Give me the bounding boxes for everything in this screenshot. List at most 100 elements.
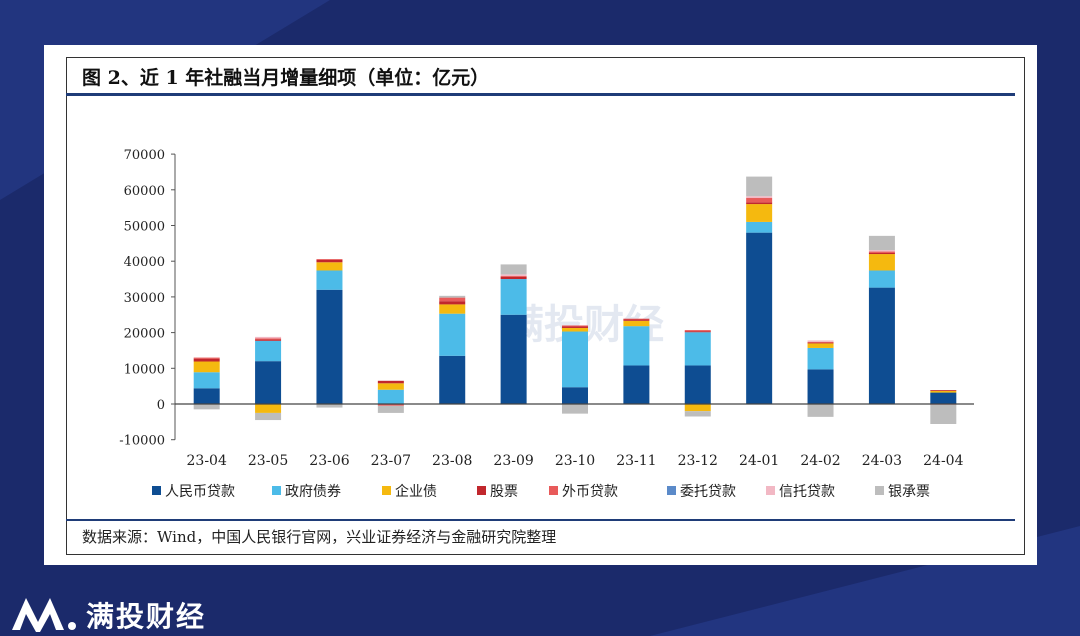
bar-segment	[193, 357, 220, 359]
x-tick-label: 23-05	[248, 453, 288, 469]
bar-segment	[439, 304, 466, 314]
legend-swatch	[272, 486, 281, 495]
legend-swatch	[875, 486, 884, 495]
bar-segment	[193, 361, 220, 373]
y-tick-label: 40000	[124, 255, 165, 270]
y-tick-label: 20000	[124, 327, 165, 342]
x-tick-label: 24-01	[739, 453, 779, 469]
bar-segment	[684, 330, 711, 332]
bar-segment	[193, 404, 220, 410]
bar-segment	[439, 355, 466, 404]
stacked-bar-chart: 满投财经-10000010000200003000040000500006000…	[119, 148, 974, 500]
bar-segment	[623, 318, 650, 320]
bar-segment	[684, 365, 711, 404]
bar-segment	[562, 331, 588, 388]
bar-segment	[500, 264, 527, 275]
bar-segment	[746, 221, 773, 233]
legend-label: 信托贷款	[779, 484, 835, 500]
bar-segment	[316, 289, 343, 404]
bar-segment	[868, 254, 895, 271]
bar-segment	[746, 204, 773, 222]
title-rule	[66, 93, 1015, 96]
bar-segment	[562, 325, 588, 327]
legend-swatch	[152, 486, 161, 495]
bar-segment	[193, 372, 220, 389]
bar-segment	[623, 320, 650, 327]
y-tick-label: -10000	[119, 434, 165, 449]
x-tick-label: 24-02	[800, 453, 840, 469]
legend-label: 外币贷款	[562, 484, 618, 500]
bar-segment	[439, 297, 466, 302]
y-tick-label: 70000	[124, 148, 165, 163]
legend-swatch	[549, 486, 558, 495]
source-note: 数据来源：Wind，中国人民银行官网，兴业证券经济与金融研究院整理	[82, 528, 557, 546]
bar-segment	[868, 250, 895, 252]
legend-label: 政府债券	[285, 484, 341, 500]
bar-segment	[746, 232, 773, 404]
bar-segment	[439, 313, 466, 356]
y-tick-label: 0	[157, 398, 165, 413]
bar-segment	[316, 259, 343, 263]
bar-segment	[868, 252, 895, 255]
bar-segment	[255, 339, 282, 341]
bar-segment	[807, 347, 834, 370]
bar-segment	[930, 404, 957, 424]
y-tick-label: 10000	[124, 362, 165, 377]
legend-label: 委托贷款	[680, 484, 736, 500]
figure-title: 图 2、近 1 年社融当月增量细项（单位：亿元）	[82, 67, 490, 89]
bar-segment	[255, 404, 282, 413]
bar-segment	[746, 176, 773, 197]
bar-segment	[500, 274, 527, 276]
bar-segment	[807, 341, 834, 343]
bar-segment	[377, 380, 404, 384]
bar-segment	[930, 390, 957, 393]
bar-segment	[868, 235, 895, 251]
bar-segment	[439, 301, 466, 305]
x-tick-label: 23-12	[678, 453, 718, 469]
bar-segment	[623, 319, 650, 321]
legend-swatch	[667, 486, 676, 495]
bar-segment	[255, 340, 282, 362]
bar-segment	[746, 202, 773, 205]
x-tick-label: 23-08	[432, 453, 472, 469]
bar-segment	[255, 361, 282, 404]
legend-swatch	[382, 486, 391, 495]
y-tick-label: 50000	[124, 220, 165, 235]
bar-segment	[930, 390, 957, 391]
legend-label: 企业债	[395, 483, 437, 500]
bar-segment	[807, 342, 834, 344]
x-tick-label: 23-09	[493, 453, 533, 469]
bar-segment	[500, 275, 527, 277]
bar-segment	[377, 404, 404, 406]
bar-segment	[439, 295, 466, 298]
bar-segment	[807, 343, 834, 348]
bar-segment	[500, 279, 527, 315]
bar-segment	[562, 327, 588, 332]
bar-segment	[868, 287, 895, 404]
bar-segment	[316, 270, 343, 290]
brand-name: 满投财经	[86, 600, 207, 633]
x-tick-label: 24-04	[923, 453, 963, 469]
bar-segment	[316, 262, 343, 271]
source-rule	[66, 519, 1015, 521]
bar-segment	[316, 259, 343, 260]
bar-segment	[562, 387, 588, 404]
y-tick-label: 30000	[124, 291, 165, 306]
x-tick-label: 24-03	[862, 453, 902, 469]
bar-segment	[500, 314, 527, 404]
bar-segment	[623, 365, 650, 404]
x-tick-label: 23-11	[616, 453, 656, 469]
bar-segment	[684, 404, 711, 412]
bar-segment	[562, 326, 588, 328]
bar-segment	[868, 270, 895, 288]
bar-segment	[623, 326, 650, 366]
figure-frame	[66, 57, 1025, 555]
bar-segment	[377, 405, 404, 413]
bar-segment	[562, 404, 588, 414]
x-tick-label: 23-07	[371, 453, 411, 469]
legend-swatch	[766, 486, 775, 495]
y-tick-label: 60000	[124, 184, 165, 199]
bar-segment	[807, 369, 834, 404]
bar-segment	[746, 198, 773, 203]
bar-segment	[746, 196, 773, 199]
